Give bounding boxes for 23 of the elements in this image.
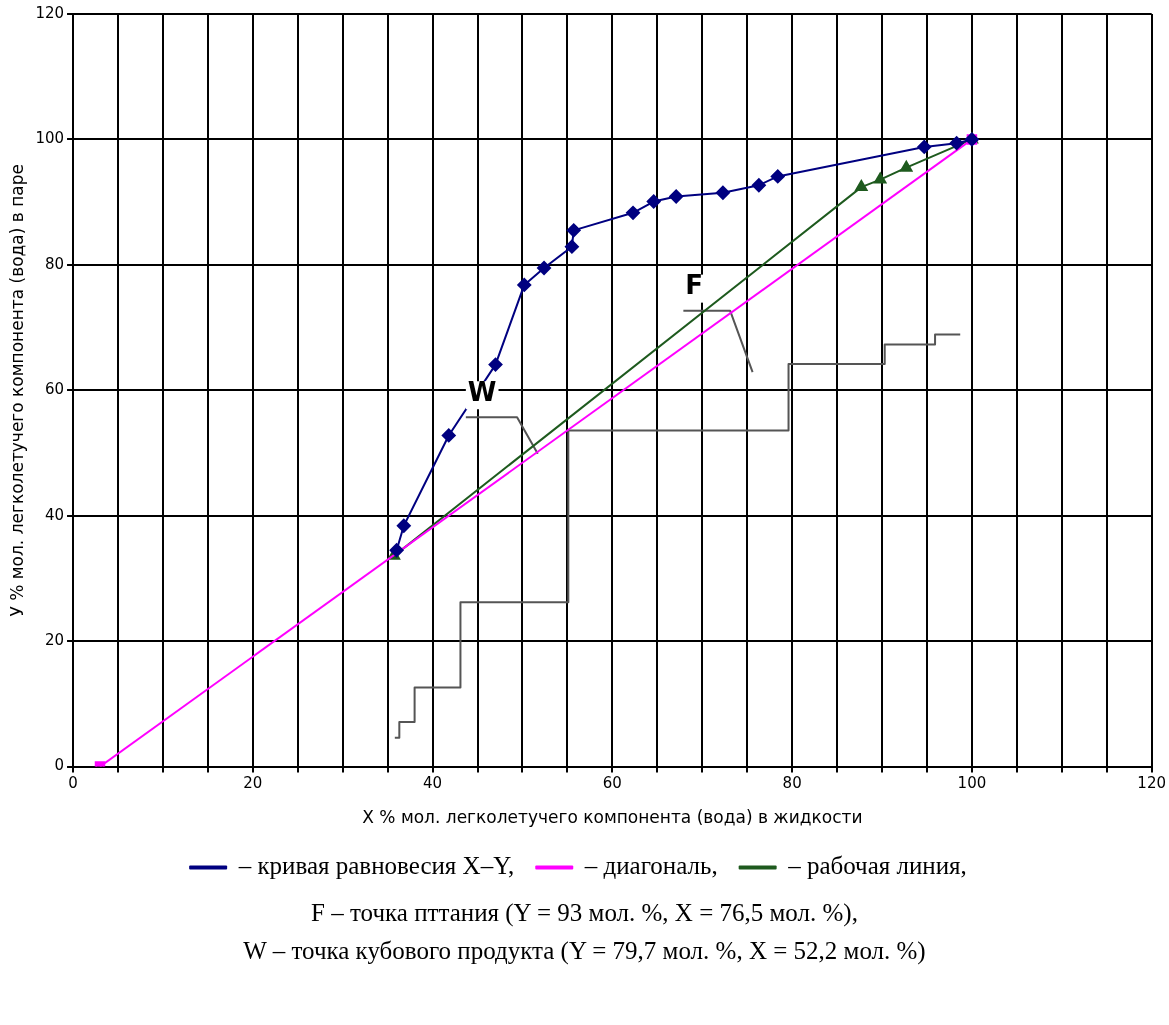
legend-label: – диагональ, (583, 852, 718, 880)
x-tick-label: 120 (1137, 774, 1167, 793)
y-axis-title: У % мол. легколетучего компонента (вода) в паре (6, 164, 27, 617)
x-axis-title: X % мол. легколетучего компонента (вода) в жидкости (362, 807, 863, 828)
legend-label: – кривая равновесия X–Y, (237, 852, 515, 880)
x-tick-label: 80 (782, 774, 802, 793)
y-tick-label: 0 (54, 756, 65, 775)
y-tick-label: 80 (44, 254, 65, 273)
x-tick-label: 20 (243, 774, 263, 793)
x-tick-label: 100 (957, 774, 987, 793)
y-tick-label: 60 (44, 380, 65, 399)
y-tick-label: 20 (44, 631, 65, 650)
x-tick-label: 40 (423, 774, 443, 793)
annotation: F (685, 270, 704, 301)
y-tick-label: 100 (35, 129, 65, 148)
annotation: W (467, 377, 497, 408)
y-tick-label: 40 (44, 505, 65, 524)
y-tick-label: 120 (35, 3, 65, 22)
x-tick-label: 60 (602, 774, 622, 793)
text: W – точка кубового продукта (Y = 79,7 мол. %, X = 52,2 мол. %) (242, 936, 927, 967)
legend-label: – рабочая линия, (787, 852, 967, 880)
text: F – точка пттания (Y = 93 мол. %, X = 76,5 мол. %), (310, 898, 859, 929)
x-tick-label: 0 (68, 774, 78, 793)
